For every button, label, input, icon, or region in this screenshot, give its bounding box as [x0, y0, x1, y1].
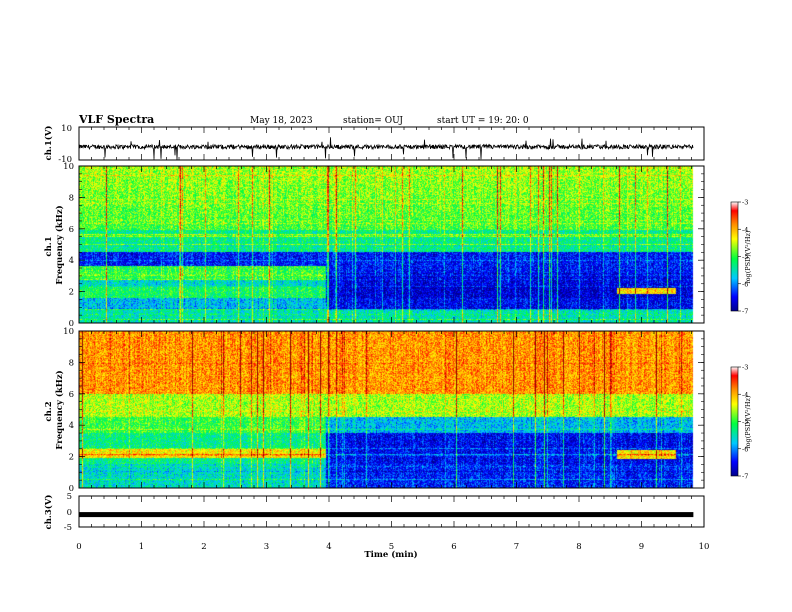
y-tick-label: 2 — [69, 453, 74, 463]
y-tick-label: 10 — [63, 162, 74, 172]
ch3-ytick-top: 5 — [67, 492, 72, 502]
y-tick-label: 0 — [69, 484, 74, 494]
ch2-spectrogram-ylabel-line2: Frequency (kHz) — [54, 370, 65, 449]
ch3-waveform-ylabel: ch.3(V) — [43, 495, 54, 530]
time-axis-ticks — [78, 127, 705, 527]
colorbar-tick-label: -5 — [742, 253, 748, 261]
ch2-spectrogram-yticks: 0 2 4 6 8 10 — [63, 327, 704, 494]
colorbar-tick-label: -3 — [742, 364, 748, 372]
ch1-waveform-panel: 10 -10 ch.1(V) — [43, 124, 705, 165]
colorbar-tick-label: -6 — [742, 445, 748, 453]
x-tick-label: 3 — [264, 542, 269, 552]
ch3-waveform-line — [79, 512, 694, 518]
ch1-colorbar-ticks: -3 -4 -5 -6 -7 — [738, 199, 748, 316]
ch2-colorbar-ticks: -3 -4 -5 -6 -7 — [738, 364, 748, 481]
ch3-ytick-bottom: -5 — [64, 523, 72, 533]
x-tick-label: 7 — [514, 542, 519, 552]
colorbar-tick-label: -7 — [742, 308, 748, 316]
x-tick-label: 5 — [389, 542, 394, 552]
y-tick-label: 4 — [69, 421, 74, 431]
y-tick-label: 0 — [69, 319, 74, 329]
figure-title: VLF Spectra — [78, 113, 154, 126]
x-tick-label: 4 — [326, 542, 331, 552]
y-tick-label: 4 — [69, 256, 74, 266]
colorbar-tick-label: -6 — [742, 280, 748, 288]
ch1-spectrogram-yticks: 0 2 4 6 8 10 — [63, 162, 704, 329]
date-label: May 18, 2023 — [250, 116, 313, 126]
x-tick-label: 1 — [139, 542, 144, 552]
y-tick-label: 10 — [63, 327, 74, 337]
x-tick-label: 8 — [576, 542, 581, 552]
ch1-waveform-ylabel: ch.1(V) — [43, 126, 54, 161]
ch1-ytick-bottom: -10 — [58, 155, 72, 165]
ch2-colorbar-label: log(PSD)(V²/Hz) — [744, 395, 752, 448]
ch1-ytick-top: 10 — [61, 124, 72, 134]
start-time-label: start UT = 19: 20: 0 — [437, 116, 529, 126]
x-tick-label: 2 — [201, 542, 206, 552]
ch1-spectrogram-ylabel-line2: Frequency (kHz) — [54, 205, 65, 284]
x-tick-label: 6 — [451, 542, 456, 552]
colorbar-tick-label: -4 — [742, 391, 748, 399]
y-tick-label: 8 — [69, 358, 74, 368]
colorbar-tick-label: -3 — [742, 199, 748, 207]
colorbar-tick-label: -7 — [742, 473, 748, 481]
ch1-waveform-line — [78, 137, 694, 160]
station-label: station= OUJ — [343, 116, 403, 126]
x-tick-label: 10 — [699, 542, 710, 552]
y-tick-label: 6 — [69, 390, 74, 400]
ch1-colorbar-label: log(PSD)(V²/Hz) — [744, 230, 752, 283]
y-tick-label: 6 — [69, 225, 74, 235]
ch1-spectrogram-image — [79, 166, 704, 323]
ch2-colorbar-scale — [730, 366, 739, 477]
ch3-waveform-panel: 5 0 -5 ch.3(V) — [43, 492, 705, 533]
ch3-ytick-mid: 0 — [67, 508, 72, 518]
ch1-spectrogram-ylabel-line1: ch.1 — [44, 236, 54, 256]
y-tick-label: 2 — [69, 288, 74, 298]
ch1-colorbar: -3 -4 -5 -6 -7 log(PSD)(V²/Hz) — [730, 199, 752, 316]
ch1-spectrogram-panel: 0 2 4 6 8 10 ch.1 Frequency (kHz) — [44, 162, 705, 329]
time-axis-label: Time (min) — [364, 549, 417, 560]
ch2-spectrogram-ylabel-line1: ch.2 — [44, 401, 54, 421]
ch1-colorbar-scale — [730, 201, 739, 312]
ch2-spectrogram-image — [79, 331, 704, 488]
colorbar-tick-label: -4 — [742, 226, 748, 234]
colorbar-tick-label: -5 — [742, 418, 748, 426]
time-axis-tick-labels: 0 1 2 3 4 5 6 7 8 9 10 — [76, 542, 709, 552]
ch2-spectrogram-ylabel: ch.2 Frequency (kHz) — [44, 370, 65, 449]
ch2-colorbar: -3 -4 -5 -6 -7 log(PSD)(V²/Hz) — [730, 364, 752, 481]
ch2-spectrogram-panel: 0 2 4 6 8 10 ch.2 Frequency (kHz) — [44, 327, 705, 494]
x-tick-label: 9 — [639, 542, 644, 552]
x-tick-label: 0 — [76, 542, 81, 552]
y-tick-label: 8 — [69, 193, 74, 203]
ch1-spectrogram-ylabel: ch.1 Frequency (kHz) — [44, 205, 65, 284]
